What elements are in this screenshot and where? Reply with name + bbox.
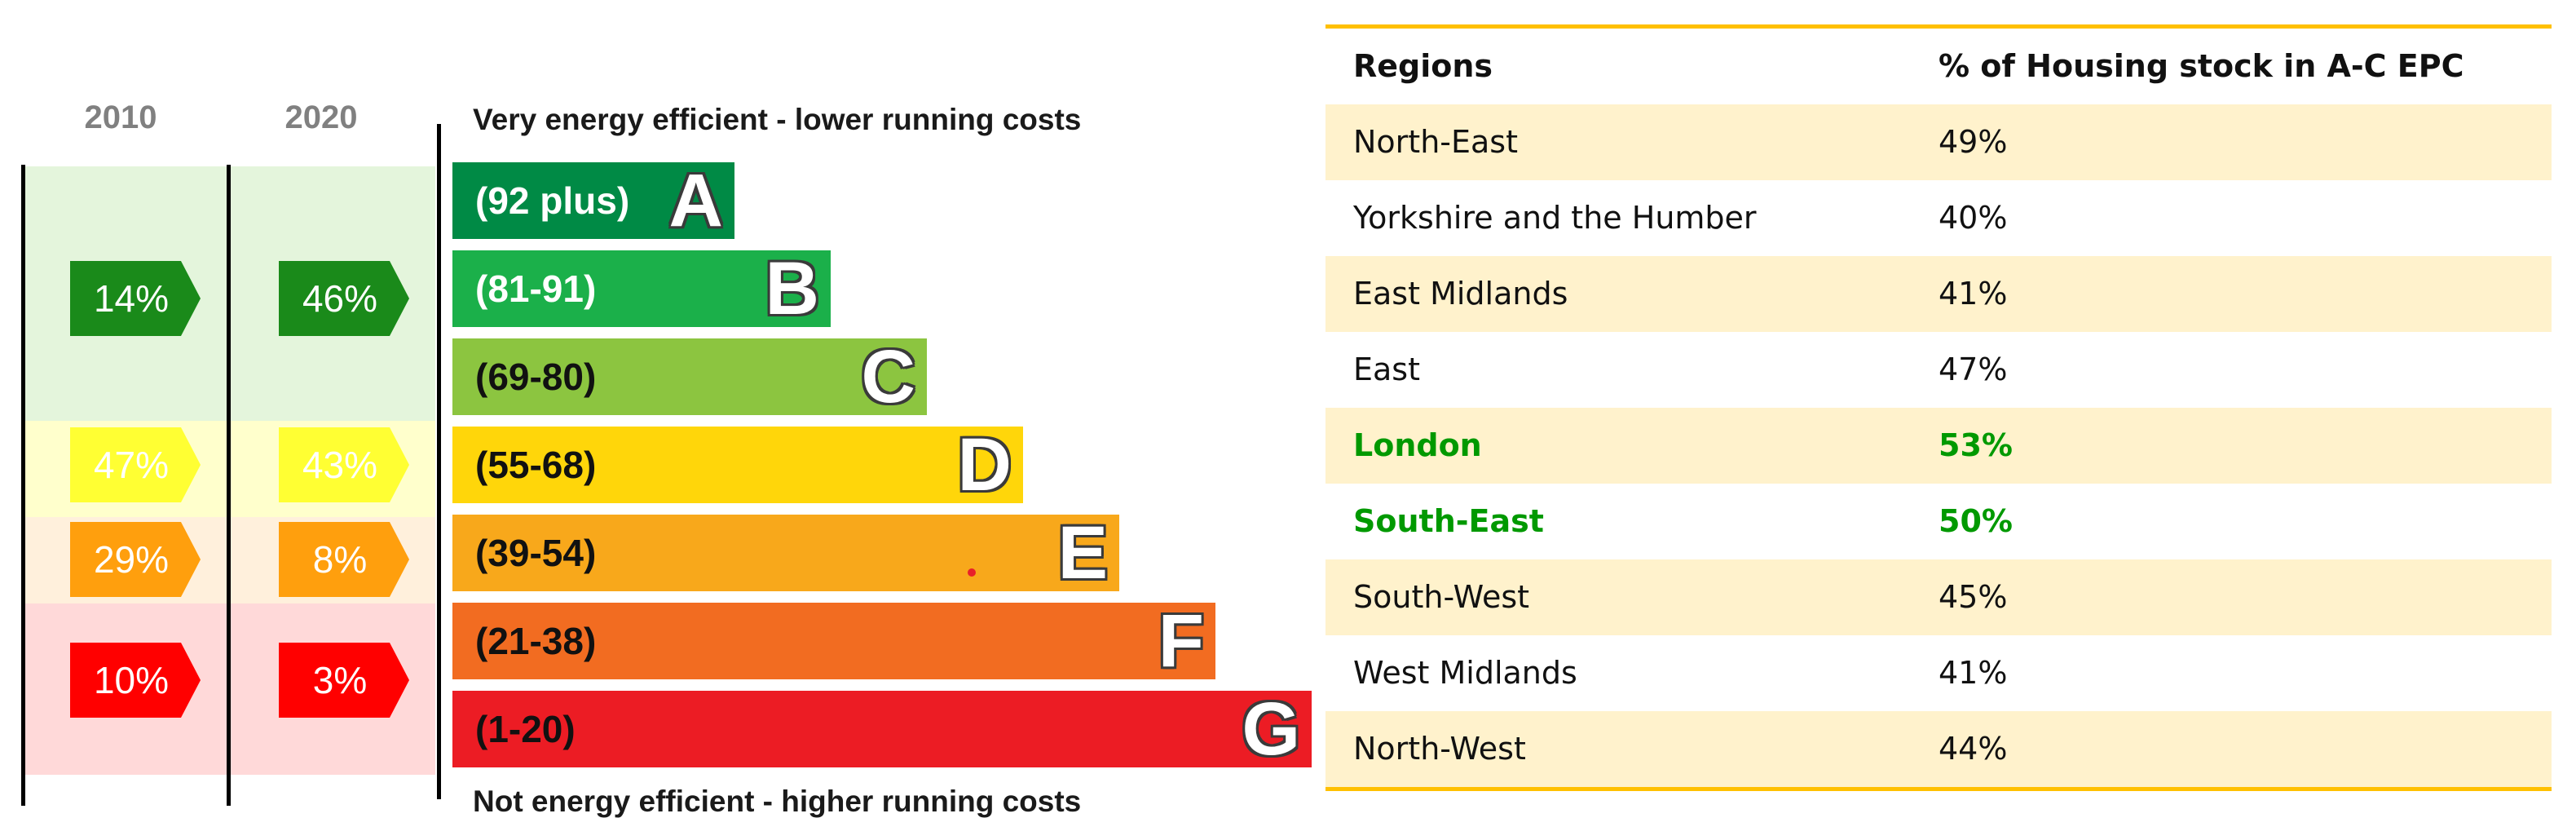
regions-table: Regions % of Housing stock in A-C EPC ba…	[1325, 24, 2552, 791]
divider-left	[21, 165, 25, 806]
region-value: 50%	[1939, 503, 2013, 539]
region-value: 47%	[1939, 351, 2008, 387]
tag-arrow-shape	[70, 427, 201, 502]
band-letter: F	[1158, 599, 1204, 683]
region-name: North-West	[1353, 731, 1526, 767]
band-range: (55-68)	[475, 444, 597, 486]
tag-value: 8%	[312, 538, 368, 581]
tag-arrow-shape	[70, 261, 201, 336]
table-row-highlight: London 53%	[1325, 408, 2552, 484]
region-value: 49%	[1939, 124, 2008, 160]
band-range: (69-80)	[475, 356, 597, 398]
bands-header-bottom: Not energy efficient - higher running co…	[473, 785, 1082, 818]
year-label-2010: 2010	[84, 99, 157, 135]
header-regions: Regions	[1353, 48, 1493, 84]
tag-2010-d: 47%	[70, 427, 207, 502]
tag-value: 3%	[312, 659, 368, 701]
table-row: East Midlands 41%	[1325, 256, 2552, 332]
table-row: West Midlands 41%	[1325, 635, 2552, 711]
tag-arrow-shape	[70, 643, 201, 718]
epc-band-e: (39-54) E	[450, 512, 1122, 594]
year-label-2020: 2020	[285, 99, 358, 135]
region-name: South-West	[1353, 579, 1530, 615]
table-row: Yorkshire and the Humber 40%	[1325, 180, 2552, 256]
region-name: Yorkshire and the Humber	[1353, 200, 1757, 236]
region-name: East	[1353, 351, 1420, 387]
table-row: North-West 44%	[1325, 711, 2552, 787]
table-bottom-rule	[1325, 787, 2552, 791]
table-row-highlight: South-East 50%	[1325, 484, 2552, 559]
epc-band-a: (92 plus) A	[450, 160, 737, 241]
epc-band-f: (21-38) F	[450, 600, 1218, 682]
band-letter: G	[1242, 687, 1300, 771]
region-value: 53%	[1939, 427, 2013, 463]
tag-value: 14%	[93, 277, 170, 320]
tag-2010-f-g: 10%	[70, 643, 207, 718]
table-row: North-East 49%	[1325, 104, 2552, 180]
tag-value: 47%	[93, 444, 170, 486]
red-dot-marker	[968, 568, 976, 577]
region-name: South-East	[1353, 503, 1544, 539]
epc-band-g: (1-20) G	[450, 688, 1314, 770]
region-value: 44%	[1939, 731, 2008, 767]
region-name: London	[1353, 427, 1482, 463]
band-letter: A	[668, 159, 723, 242]
region-value: 40%	[1939, 200, 2008, 236]
table-top-rule	[1325, 24, 2552, 29]
band-letter: D	[957, 423, 1012, 506]
band-range: (1-20)	[475, 708, 576, 750]
region-name: North-East	[1353, 124, 1518, 160]
tag-value: 46%	[302, 277, 378, 320]
tag-2020-d: 43%	[279, 427, 416, 502]
region-value: 45%	[1939, 579, 2008, 615]
band-range: (81-91)	[475, 267, 597, 310]
divider-right	[437, 124, 441, 799]
epc-band-d: (55-68) D	[450, 424, 1026, 506]
tag-2020-f-g: 3%	[279, 643, 416, 718]
tag-2010-a-c: 14%	[70, 261, 207, 336]
tag-value: 29%	[93, 538, 170, 581]
band-range: (92 plus)	[475, 179, 630, 222]
tag-arrow-shape	[279, 427, 409, 502]
tag-arrow-shape	[279, 261, 409, 336]
bands-header-top: Very energy efficient - lower running co…	[473, 103, 1082, 136]
table-row: East 47%	[1325, 332, 2552, 408]
band-letter: C	[861, 335, 915, 418]
tag-arrow-shape	[279, 643, 409, 718]
tag-2020-a-c: 46%	[279, 261, 416, 336]
band-letter: B	[765, 247, 819, 330]
region-value: 41%	[1939, 655, 2008, 691]
table-row: South-West 45%	[1325, 559, 2552, 635]
region-value: 41%	[1939, 276, 2008, 312]
table-header-row: Regions % of Housing stock in A-C EPC ba…	[1325, 29, 2552, 160]
epc-band-b: (81-91) B	[450, 248, 833, 329]
tag-value: 10%	[93, 659, 170, 701]
tag-arrow-shape	[279, 522, 409, 597]
epc-band-c: (69-80) C	[450, 336, 929, 418]
band-range: (39-54)	[475, 532, 597, 574]
divider-middle	[227, 165, 231, 806]
tag-2010-e: 29%	[70, 522, 207, 597]
region-name: East Midlands	[1353, 276, 1568, 312]
region-name: West Midlands	[1353, 655, 1577, 691]
band-letter: E	[1057, 511, 1108, 595]
tag-arrow-shape	[70, 522, 201, 597]
tag-2020-e: 8%	[279, 522, 416, 597]
band-range: (21-38)	[475, 620, 597, 662]
tag-value: 43%	[302, 444, 378, 486]
